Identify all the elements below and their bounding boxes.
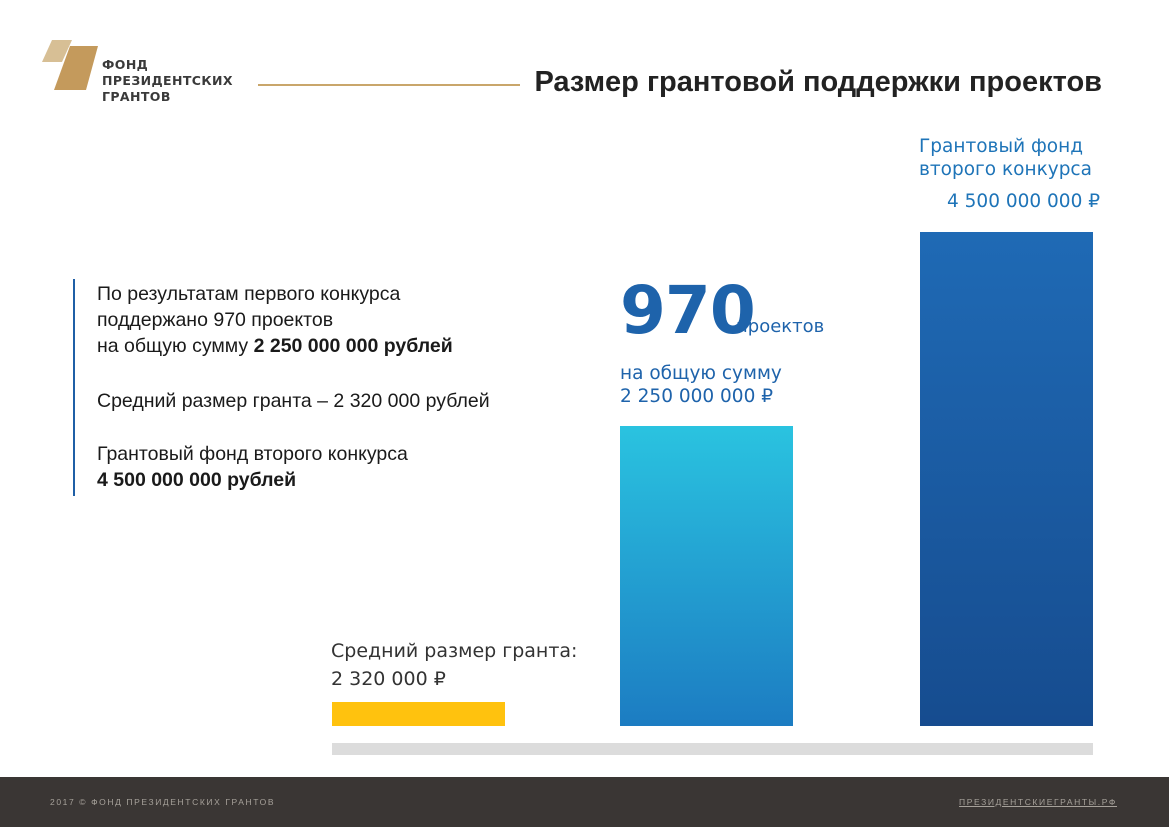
chart-baseline [332,743,1093,755]
slide-title: Размер грантовой поддержки проектов [534,66,1102,98]
projects-count: 970 [620,272,756,349]
footer-website-link[interactable]: ПРЕЗИДЕНТСКИЕГРАНТЫ.РФ [959,797,1117,807]
bar-average-grant [332,702,505,726]
second-contest-value: 4 500 000 000 ₽ [947,191,1100,212]
fund-logo-icon [42,40,98,90]
second-contest-label-line2: второго конкурса [919,159,1092,180]
first-contest-sum-label: на общую сумму 2 250 000 000 ₽ [620,362,782,408]
summary-paragraph-2: Средний размер гранта – 2 320 000 рублей [97,390,490,412]
logo-line-3: ГРАНТОВ [102,89,171,104]
bar-first-contest [620,426,793,726]
logo-line-2: ПРЕЗИДЕНТСКИХ [102,73,233,88]
summary-p1-line3: на общую сумму 2 250 000 000 рублей [97,333,453,359]
footer: 2017 © ФОНД ПРЕЗИДЕНТСКИХ ГРАНТОВ ПРЕЗИД… [0,777,1169,827]
logo-text: ФОНД ПРЕЗИДЕНТСКИХ ГРАНТОВ [102,57,233,105]
avg-grant-caption: Средний размер гранта: [331,640,578,662]
summary-paragraph-1: По результатам первого конкурса поддержа… [97,281,453,359]
second-contest-label: Грантовый фонд второго конкурса [919,135,1092,181]
first-contest-sum-value: 2 250 000 000 ₽ [620,386,773,407]
bar-second-contest [920,232,1093,726]
summary-p3-amount: 4 500 000 000 рублей [97,469,297,491]
first-contest-sum-caption: на общую сумму [620,363,782,384]
footer-copyright: 2017 © ФОНД ПРЕЗИДЕНТСКИХ ГРАНТОВ [50,797,276,807]
second-contest-label-line1: Грантовый фонд [919,136,1083,157]
logo-line-1: ФОНД [102,57,149,72]
grant-bar-chart [332,232,1093,755]
summary-p1-prefix: на общую сумму [97,335,254,357]
projects-unit: проектов [736,316,825,337]
summary-p1-line2: поддержано 970 проектов [97,309,334,331]
summary-p1-amount: 2 250 000 000 рублей [253,335,453,357]
avg-grant-label: Средний размер гранта: 2 320 000 ₽ [331,637,577,693]
summary-paragraph-3: Грантовый фонд второго конкурса 4 500 00… [97,441,408,493]
summary-p3-line1: Грантовый фонд второго конкурса [97,443,408,465]
header-divider [258,84,520,86]
summary-p1-line1: По результатам первого конкурса [97,283,401,305]
avg-grant-value: 2 320 000 ₽ [331,668,446,690]
summary-rule [73,279,75,496]
